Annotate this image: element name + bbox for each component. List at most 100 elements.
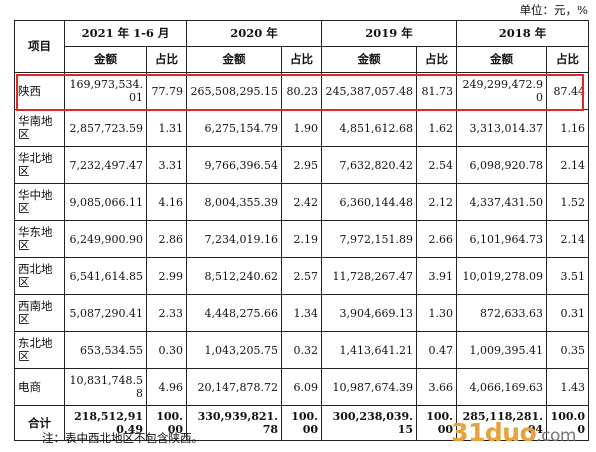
ratio-cell: 0.32 bbox=[281, 331, 322, 369]
header-amount: 金额 bbox=[186, 46, 282, 73]
region-cell: 电商 bbox=[14, 368, 65, 406]
ratio-cell: 0.47 bbox=[416, 331, 457, 369]
ratio-cell: 2.66 bbox=[416, 220, 457, 258]
amount-cell: 872,633.63 bbox=[456, 294, 547, 332]
header-ratio: 占比 bbox=[281, 46, 322, 73]
amount-cell: 7,234,019.16 bbox=[186, 220, 282, 258]
amount-cell: 7,972,151.89 bbox=[321, 220, 417, 258]
header-amount: 金额 bbox=[456, 46, 547, 73]
region-cell: 西北地区 bbox=[14, 257, 65, 295]
amount-cell: 4,066,169.63 bbox=[456, 368, 547, 406]
ratio-cell: 4.16 bbox=[146, 183, 187, 221]
region-cell: 华中地区 bbox=[14, 183, 65, 221]
amount-cell: 6,360,144.48 bbox=[321, 183, 417, 221]
total-row: 合计 218,512,910.49 100.00 330,939,821.78 100.… bbox=[14, 405, 589, 441]
table-row: 西南地区 5,087,290.41 2.33 4,448,275.66 1.34 3,90… bbox=[14, 294, 589, 332]
table-row: 电商 10,831,748.58 4.96 20,147,878.72 6.09 10,9… bbox=[14, 368, 589, 406]
amount-cell: 285,118,281.04 bbox=[456, 405, 547, 441]
ratio-cell: 2.42 bbox=[281, 183, 322, 221]
ratio-cell: 3.51 bbox=[546, 257, 589, 295]
region-cell: 西南地区 bbox=[14, 294, 65, 332]
amount-cell: 218,512,910.49 bbox=[64, 405, 147, 441]
amount-cell: 6,275,154.79 bbox=[186, 109, 282, 147]
ratio-cell: 1.90 bbox=[281, 109, 322, 147]
amount-cell: 249,299,472.90 bbox=[456, 72, 547, 110]
ratio-cell: 2.14 bbox=[546, 220, 589, 258]
amount-cell: 4,851,612.68 bbox=[321, 109, 417, 147]
table-row: 华北地区 7,232,497.47 3.31 9,766,396.54 2.95 7,63… bbox=[14, 146, 589, 184]
ratio-cell: 81.73 bbox=[416, 72, 457, 110]
amount-cell: 6,541,614.85 bbox=[64, 257, 147, 295]
region-cell: 合计 bbox=[14, 405, 65, 441]
header-amount: 金额 bbox=[321, 46, 417, 73]
ratio-cell: 0.30 bbox=[146, 331, 187, 369]
amount-cell: 245,387,057.48 bbox=[321, 72, 417, 110]
amount-cell: 169,973,534.01 bbox=[64, 72, 147, 110]
unit-label: 单位：元，% bbox=[519, 3, 588, 17]
region-cell: 华北地区 bbox=[14, 146, 65, 184]
region-cell: 华东地区 bbox=[14, 220, 65, 258]
header-period-2021h1: 2021 年 1-6 月 bbox=[64, 20, 187, 47]
ratio-cell: 2.99 bbox=[146, 257, 187, 295]
table-row: 西北地区 6,541,614.85 2.99 8,512,240.62 2.57 11,7… bbox=[14, 257, 589, 295]
table-row: 华中地区 9,085,066.11 4.16 8,004,355.39 2.42 6,36… bbox=[14, 183, 589, 221]
amount-cell: 3,904,669.13 bbox=[321, 294, 417, 332]
table-row: 陕西 169,973,534.01 77.79 265,508,295.15 80.23… bbox=[14, 72, 589, 110]
ratio-cell: 2.33 bbox=[146, 294, 187, 332]
ratio-cell: 1.34 bbox=[281, 294, 322, 332]
amount-cell: 4,448,275.66 bbox=[186, 294, 282, 332]
amount-cell: 10,987,674.39 bbox=[321, 368, 417, 406]
header-project: 项目 bbox=[14, 20, 65, 73]
amount-cell: 9,766,396.54 bbox=[186, 146, 282, 184]
ratio-cell: 0.31 bbox=[546, 294, 589, 332]
ratio-cell: 2.57 bbox=[281, 257, 322, 295]
header-period-2018: 2018 年 bbox=[456, 20, 589, 47]
amount-cell: 7,232,497.47 bbox=[64, 146, 147, 184]
amount-cell: 3,313,014.37 bbox=[456, 109, 547, 147]
ratio-cell: 1.31 bbox=[146, 109, 187, 147]
ratio-cell: 1.30 bbox=[416, 294, 457, 332]
amount-cell: 300,238,039.15 bbox=[321, 405, 417, 441]
amount-cell: 1,009,395.41 bbox=[456, 331, 547, 369]
region-cell: 陕西 bbox=[14, 72, 65, 110]
ratio-cell: 1.52 bbox=[546, 183, 589, 221]
ratio-cell: 4.96 bbox=[146, 368, 187, 406]
amount-cell: 1,413,641.21 bbox=[321, 331, 417, 369]
ratio-cell: 100.00 bbox=[281, 405, 322, 441]
ratio-cell: 0.35 bbox=[546, 331, 589, 369]
header-ratio: 占比 bbox=[416, 46, 457, 73]
table-row: 华东地区 6,249,900.90 2.86 7,234,019.16 2.19 7,97… bbox=[14, 220, 589, 258]
table-note: 注：表中西北地区不包含陕西。 bbox=[42, 431, 203, 445]
ratio-cell: 2.12 bbox=[416, 183, 457, 221]
amount-cell: 8,004,355.39 bbox=[186, 183, 282, 221]
amount-cell: 330,939,821.78 bbox=[186, 405, 282, 441]
region-cell: 东北地区 bbox=[14, 331, 65, 369]
amount-cell: 5,087,290.41 bbox=[64, 294, 147, 332]
amount-cell: 2,857,723.59 bbox=[64, 109, 147, 147]
amount-cell: 9,085,066.11 bbox=[64, 183, 147, 221]
amount-cell: 6,098,920.78 bbox=[456, 146, 547, 184]
regional-revenue-table: 项目 2021 年 1-6 月 2020 年 2019 年 2018 年 金额 … bbox=[14, 20, 589, 441]
amount-cell: 6,101,964.73 bbox=[456, 220, 547, 258]
header-ratio: 占比 bbox=[546, 46, 589, 73]
ratio-cell: 100.00 bbox=[146, 405, 187, 441]
ratio-cell: 1.43 bbox=[546, 368, 589, 406]
ratio-cell: 3.31 bbox=[146, 146, 187, 184]
ratio-cell: 3.91 bbox=[416, 257, 457, 295]
ratio-cell: 87.44 bbox=[546, 72, 589, 110]
ratio-cell: 2.54 bbox=[416, 146, 457, 184]
table-row: 华南地区 2,857,723.59 1.31 6,275,154.79 1.90 4,85… bbox=[14, 109, 589, 147]
amount-cell: 11,728,267.47 bbox=[321, 257, 417, 295]
table-row: 东北地区 653,534.55 0.30 1,043,205.75 0.32 1,413,… bbox=[14, 331, 589, 369]
ratio-cell: 77.79 bbox=[146, 72, 187, 110]
ratio-cell: 6.09 bbox=[281, 368, 322, 406]
ratio-cell: 100.00 bbox=[546, 405, 589, 441]
amount-cell: 7,632,820.42 bbox=[321, 146, 417, 184]
amount-cell: 8,512,240.62 bbox=[186, 257, 282, 295]
ratio-cell: 2.95 bbox=[281, 146, 322, 184]
amount-cell: 653,534.55 bbox=[64, 331, 147, 369]
header-ratio: 占比 bbox=[146, 46, 187, 73]
watermark-logo: 31duo.com bbox=[451, 418, 576, 447]
header-amount: 金额 bbox=[64, 46, 147, 73]
amount-cell: 20,147,878.72 bbox=[186, 368, 282, 406]
